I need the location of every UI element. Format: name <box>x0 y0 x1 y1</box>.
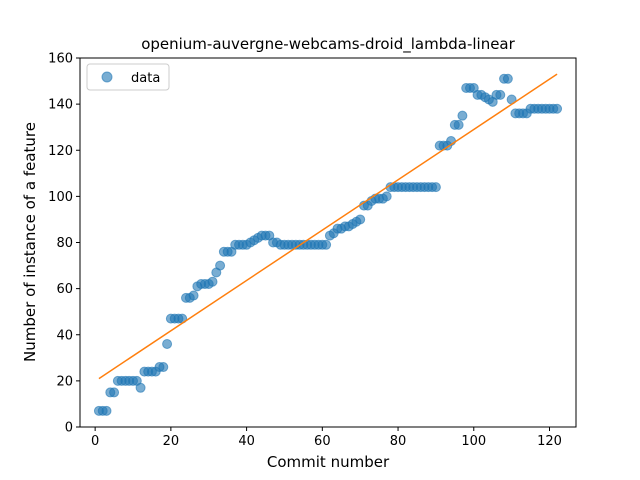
x-tick-label: 80 <box>390 434 407 449</box>
data-point <box>502 73 513 84</box>
data-point <box>355 214 366 225</box>
x-axis-label: Commit number <box>267 453 390 471</box>
fit-line <box>98 73 558 380</box>
y-tick-label: 0 <box>65 421 73 436</box>
y-tick-label: 80 <box>56 236 73 251</box>
data-point <box>215 260 226 271</box>
data-point <box>495 89 506 100</box>
x-tick-label: 0 <box>91 434 99 449</box>
x-tick-label: 120 <box>537 434 562 449</box>
y-tick-label: 60 <box>56 282 73 297</box>
y-tick-label: 160 <box>48 52 73 67</box>
data-point <box>135 382 146 393</box>
data-point <box>162 338 173 349</box>
data-point <box>207 276 218 287</box>
data-point <box>321 239 332 250</box>
y-tick-label: 100 <box>48 190 73 205</box>
chart-title: openium-auvergne-webcams-droid_lambda-li… <box>141 35 515 54</box>
legend-label: data <box>131 71 160 86</box>
data-point <box>552 103 563 114</box>
data-point <box>158 362 169 373</box>
x-tick-label: 60 <box>314 434 331 449</box>
y-tick-label: 140 <box>48 98 73 113</box>
y-axis-label: Number of instance of a feature <box>21 122 39 362</box>
data-point <box>457 110 468 121</box>
x-tick-label: 20 <box>163 434 180 449</box>
legend-marker <box>101 71 113 83</box>
legend: data <box>86 63 170 91</box>
data-point <box>430 182 441 193</box>
data-point <box>101 405 112 416</box>
data-point <box>453 119 464 130</box>
x-tick-label: 40 <box>238 434 255 449</box>
plot-area <box>93 73 563 416</box>
y-tick-label: 120 <box>48 144 73 159</box>
data-point <box>109 387 120 398</box>
x-tick-label: 100 <box>461 434 486 449</box>
y-tick-label: 20 <box>56 374 73 389</box>
data-point <box>381 191 392 202</box>
data-point <box>188 290 199 301</box>
y-tick-label: 40 <box>56 328 73 343</box>
legend-box <box>86 63 170 91</box>
